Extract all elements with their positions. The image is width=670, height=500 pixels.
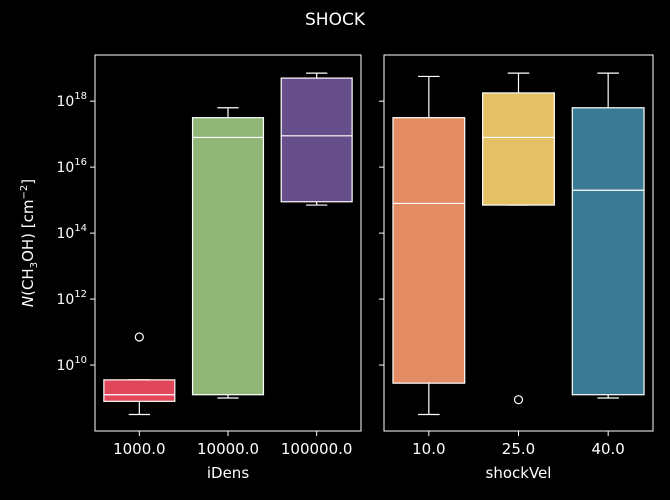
- y-tick-label: 1018: [56, 91, 87, 110]
- box-100000.0: [280, 72, 353, 206]
- box-10.0: [392, 75, 466, 416]
- box-body: [191, 117, 265, 396]
- panel-idens: 1010 1012 1014 1016 1018 1000.0 10000.0 100000.…: [56, 54, 362, 482]
- box-body: [280, 77, 353, 203]
- box-body: [571, 107, 645, 396]
- y-tick-label: 1016: [56, 157, 87, 176]
- box-1000.0: [103, 332, 176, 416]
- chart-title: SHOCK: [305, 10, 366, 30]
- x-tick-label: 1000.0: [113, 440, 166, 458]
- x-tick-label: 10.0: [412, 440, 445, 458]
- box-body: [482, 92, 555, 206]
- box-body: [103, 379, 176, 402]
- box-25.0: [482, 72, 555, 405]
- y-tick-label: 1012: [56, 289, 87, 308]
- y-axis-label: N(CH3OH) [cm−2]: [19, 179, 40, 307]
- x-tick-label: 25.0: [502, 440, 535, 458]
- x-tick-label: 10000.0: [197, 440, 259, 458]
- box-40.0: [571, 72, 645, 399]
- panel-shockvel: 10.0 25.0 40.0 shockVel: [379, 54, 654, 482]
- y-tick-label: 1014: [56, 223, 87, 242]
- box-body: [392, 117, 466, 384]
- x-tick-label: 40.0: [591, 440, 624, 458]
- x-tick-label: 100000.0: [281, 440, 353, 458]
- y-tick-label: 1010: [56, 355, 87, 374]
- x-axis-label: iDens: [207, 464, 249, 482]
- x-axis-label: shockVel: [486, 464, 552, 482]
- box-10000.0: [191, 107, 265, 399]
- outlier-point: [513, 395, 524, 405]
- outlier-point: [134, 332, 144, 342]
